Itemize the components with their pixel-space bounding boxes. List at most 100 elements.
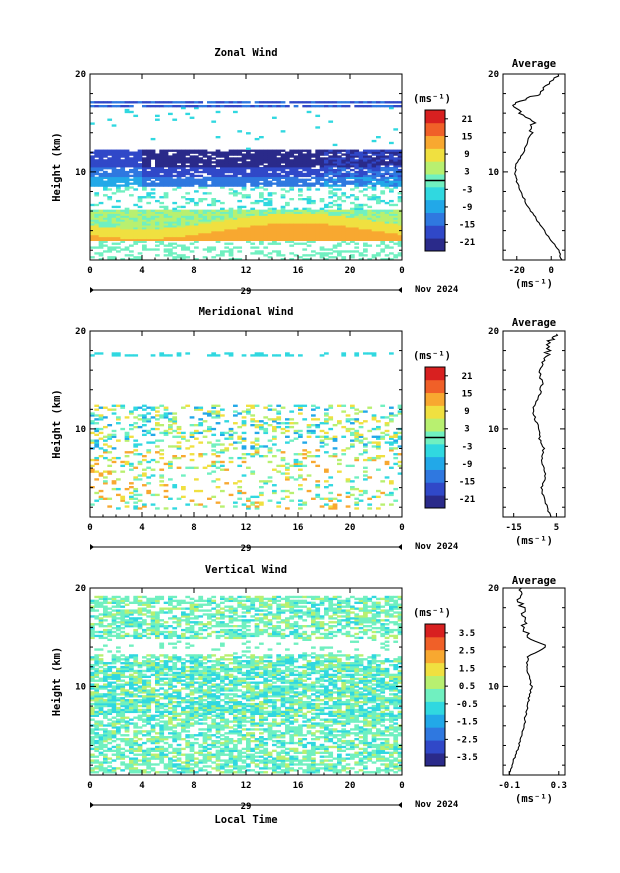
heatmap-cell xyxy=(116,660,121,663)
heatmap-cell xyxy=(354,246,360,249)
heatmap-cell xyxy=(146,161,152,164)
heatmap-cell xyxy=(367,149,373,152)
heatmap-cell xyxy=(155,451,160,454)
heatmap-cell xyxy=(185,221,191,224)
heatmap-cell xyxy=(142,184,147,187)
heatmap-cell xyxy=(98,660,104,663)
heatmap-cell xyxy=(376,427,381,431)
heatmap-cell xyxy=(228,225,234,228)
heatmap-cell xyxy=(241,211,247,214)
heatmap-cell xyxy=(133,708,139,712)
heatmap-cell xyxy=(107,665,113,669)
heatmap-cell xyxy=(233,447,238,450)
heatmap-cell xyxy=(94,765,100,768)
heatmap-cell xyxy=(90,747,95,751)
heatmap-cell xyxy=(289,184,295,187)
heatmap-cell xyxy=(120,168,126,172)
heatmap-cell xyxy=(211,449,217,452)
heatmap-cell xyxy=(337,176,342,180)
heatmap-cell xyxy=(98,671,104,675)
heatmap-cell xyxy=(124,595,130,599)
heatmap-cell xyxy=(181,232,186,236)
heatmap-cell xyxy=(94,236,100,240)
heatmap-cell xyxy=(293,163,299,166)
heatmap-cell xyxy=(94,184,100,187)
heatmap-cell xyxy=(111,597,117,601)
heatmap-cell xyxy=(254,153,260,156)
heatmap-cell xyxy=(289,167,295,170)
heatmap-cell xyxy=(198,199,204,203)
heatmap-cell xyxy=(194,408,199,411)
heatmap-cell xyxy=(337,462,342,466)
heatmap-cell xyxy=(358,219,364,222)
heatmap-cell xyxy=(393,159,399,162)
heatmap-cell xyxy=(198,178,204,181)
heatmap-cell xyxy=(194,225,199,228)
heatmap-cell xyxy=(328,484,334,487)
heatmap-cell xyxy=(111,700,117,704)
heatmap-cell xyxy=(272,468,277,471)
heatmap-cell xyxy=(103,595,108,599)
heatmap-cell xyxy=(107,458,113,462)
heatmap-cell xyxy=(380,223,386,226)
heatmap-cell xyxy=(220,159,225,162)
heatmap-cell xyxy=(237,480,243,483)
heatmap-cell xyxy=(350,157,355,160)
heatmap-cell xyxy=(233,232,238,236)
heatmap-cell xyxy=(137,460,143,464)
heatmap-cell xyxy=(289,439,295,442)
heatmap-cell xyxy=(259,105,264,108)
heatmap-cell xyxy=(176,184,182,187)
heatmap-cell xyxy=(90,625,95,628)
heatmap-cell xyxy=(202,159,208,162)
heatmap-cell xyxy=(129,230,134,234)
heatmap-cell xyxy=(380,221,386,224)
heatmap-cell xyxy=(168,248,173,251)
heatmap-cell xyxy=(142,182,147,185)
heatmap-cell xyxy=(315,223,321,226)
heatmap-cell xyxy=(371,184,377,187)
heatmap-cell xyxy=(341,219,347,222)
heatmap-cell xyxy=(276,163,282,166)
heatmap-cell xyxy=(315,480,321,483)
heatmap-cell xyxy=(324,215,329,218)
heatmap-cell xyxy=(111,759,117,762)
heatmap-cell xyxy=(211,184,217,187)
heatmap-cell xyxy=(111,720,117,723)
heatmap-cell xyxy=(129,745,134,749)
heatmap-cell xyxy=(194,106,199,110)
heatmap-cell xyxy=(211,178,217,181)
heatmap-cell xyxy=(332,215,338,218)
heatmap-cell xyxy=(150,101,156,104)
heatmap-cell xyxy=(146,681,152,684)
heatmap-cell xyxy=(94,615,100,618)
heatmap-cell xyxy=(397,219,403,222)
heatmap-cell xyxy=(146,706,152,710)
heatmap-cell xyxy=(103,663,108,667)
heatmap-cell xyxy=(384,429,390,433)
heatmap-cell xyxy=(103,743,108,747)
heatmap-cell xyxy=(350,149,355,152)
heatmap-cell xyxy=(298,412,303,415)
heatmap-cell xyxy=(215,180,221,183)
heatmap-cell xyxy=(358,230,364,234)
heatmap-cell xyxy=(211,211,217,214)
heatmap-cell xyxy=(358,499,364,502)
heatmap-cell xyxy=(120,763,126,766)
heatmap-cell xyxy=(332,447,338,450)
heatmap-cell xyxy=(94,404,100,407)
heatmap-cell xyxy=(150,441,156,444)
heatmap-cell xyxy=(146,663,152,667)
heatmap-cell xyxy=(272,105,277,108)
heatmap-cell xyxy=(371,495,377,499)
heatmap-cell xyxy=(246,163,251,166)
heatmap-cell xyxy=(189,416,195,419)
heatmap-cell xyxy=(194,168,199,172)
heatmap-cell xyxy=(159,155,165,158)
heatmap-cell xyxy=(142,408,147,411)
heatmap-cell xyxy=(116,238,121,242)
heatmap-cell xyxy=(367,198,373,201)
heatmap-cell xyxy=(120,170,126,174)
heatmap-cell xyxy=(337,244,342,247)
heatmap-cell xyxy=(133,258,139,261)
